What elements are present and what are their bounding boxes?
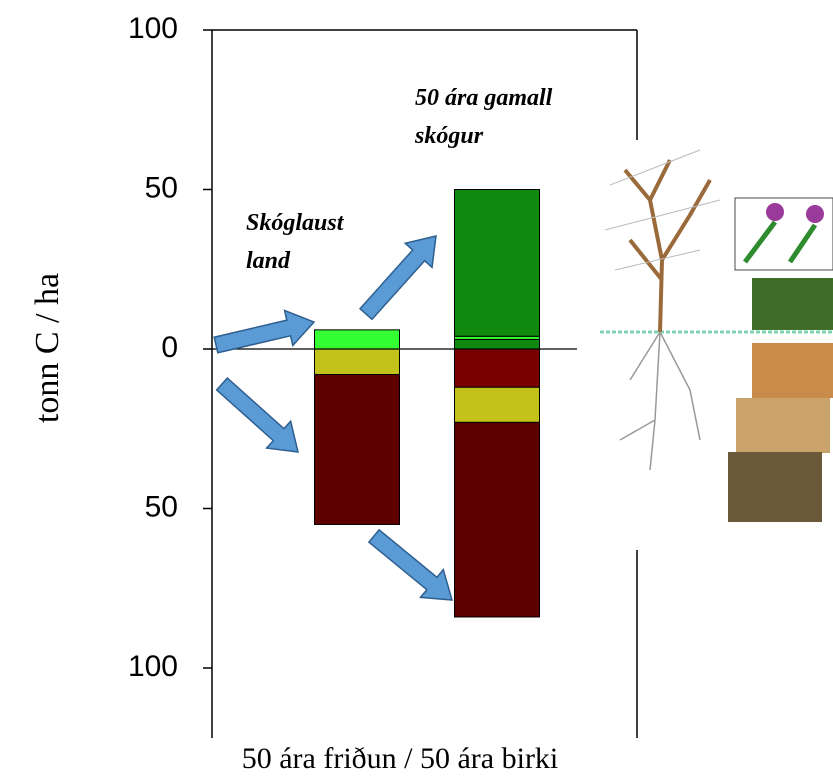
- arrow: [369, 530, 452, 600]
- annotation: 50 ára gamall: [415, 85, 553, 111]
- arrow: [217, 378, 298, 452]
- litter-layer: [752, 343, 833, 398]
- humus-layer: [736, 398, 830, 453]
- x-axis-title: 50 ára friðun / 50 ára birki: [242, 742, 559, 775]
- bar-segment: [315, 349, 400, 375]
- y-tick-label: 50: [145, 490, 178, 523]
- y-axis-title: tonn C / ha: [29, 273, 66, 423]
- bar-segment: [455, 349, 540, 387]
- moss-layer: [752, 278, 833, 330]
- bar-segment: [455, 190, 540, 337]
- bar-segment: [315, 330, 400, 349]
- tree-illustration: [585, 140, 833, 550]
- chart: tonn C / ha 50 ára friðun / 50 ára birki…: [0, 0, 833, 782]
- annotation: Skóglaust: [246, 210, 345, 236]
- y-tick-label: 50: [145, 171, 178, 204]
- annotation: skógur: [414, 123, 484, 149]
- y-tick-label: 100: [128, 12, 178, 45]
- bar-segment: [455, 387, 540, 422]
- flower: [766, 203, 784, 221]
- annotation: land: [246, 248, 291, 274]
- arrow: [360, 236, 436, 319]
- flower: [806, 205, 824, 223]
- bar-segment: [455, 422, 540, 617]
- y-tick-label: 0: [161, 331, 178, 364]
- arrow: [214, 310, 314, 352]
- bar-segment: [315, 375, 400, 525]
- soil-layer: [728, 452, 822, 522]
- y-tick-label: 100: [128, 650, 178, 683]
- bar-segment: [455, 339, 540, 349]
